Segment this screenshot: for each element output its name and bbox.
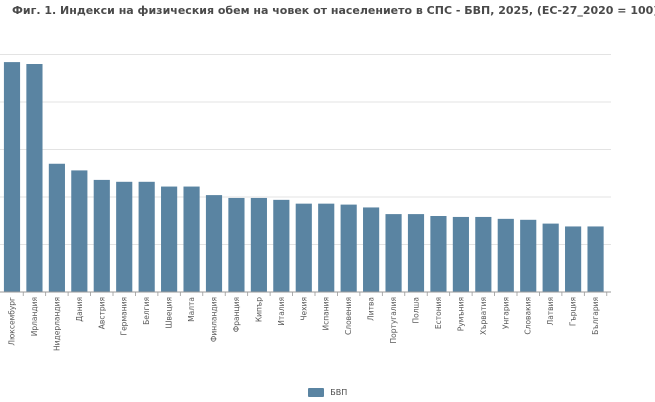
bar-21[interactable] bbox=[452, 216, 469, 292]
x-tick-label: Германия bbox=[120, 297, 129, 336]
bar-12[interactable] bbox=[250, 197, 267, 292]
bar-14[interactable] bbox=[295, 203, 312, 292]
bar-11[interactable] bbox=[228, 197, 245, 292]
x-tick-label: Франция bbox=[232, 297, 241, 332]
x-tick-label: Румъния bbox=[456, 297, 465, 331]
x-tick-label: Белгия bbox=[142, 297, 151, 325]
bar-27[interactable] bbox=[587, 226, 604, 292]
x-tick-label: Ирландия bbox=[30, 297, 39, 336]
x-tick-label: Португалия bbox=[389, 297, 398, 344]
x-tick-label: Хърватия bbox=[479, 297, 488, 335]
bar-4[interactable] bbox=[71, 170, 88, 292]
bar-2[interactable] bbox=[26, 64, 43, 292]
bar-5[interactable] bbox=[93, 179, 110, 292]
bar-16[interactable] bbox=[340, 204, 357, 292]
bar-17[interactable] bbox=[363, 207, 380, 292]
bar-6[interactable] bbox=[116, 181, 133, 292]
x-tick-label: Италия bbox=[277, 297, 286, 326]
bar-20[interactable] bbox=[430, 216, 447, 292]
x-tick-label: Дания bbox=[75, 297, 84, 322]
x-tick-label: Чехия bbox=[299, 297, 308, 321]
bar-15[interactable] bbox=[318, 203, 335, 292]
x-tick-label: Естония bbox=[434, 297, 443, 329]
x-tick-label: Полша bbox=[412, 297, 421, 323]
x-tick-label: Швеция bbox=[165, 297, 174, 329]
bar-25[interactable] bbox=[542, 223, 559, 292]
bar-13[interactable] bbox=[273, 199, 290, 292]
x-tick-label: Кипър bbox=[254, 297, 263, 322]
chart-title: Фиг. 1. Индекси на физическия обем на чо… bbox=[12, 4, 655, 17]
bar-8[interactable] bbox=[161, 186, 178, 292]
bar-19[interactable] bbox=[407, 214, 425, 292]
bar-18[interactable] bbox=[385, 214, 402, 292]
bar-7[interactable] bbox=[138, 181, 155, 292]
x-axis bbox=[0, 291, 611, 296]
x-tick-label: Унгария bbox=[501, 297, 510, 329]
legend[interactable]: БВП bbox=[0, 388, 655, 397]
bar-23[interactable] bbox=[497, 218, 514, 292]
bar-24[interactable] bbox=[520, 219, 537, 292]
bar-3[interactable] bbox=[48, 163, 65, 292]
bars bbox=[3, 62, 604, 292]
bar-1[interactable] bbox=[3, 62, 21, 292]
bar-10[interactable] bbox=[205, 195, 223, 292]
x-tick-label: Нидерландия bbox=[52, 297, 61, 351]
x-tick-label: Словакия bbox=[524, 297, 533, 335]
x-tick-label: Испания bbox=[322, 297, 331, 331]
x-tick-label: Гърция bbox=[569, 297, 578, 326]
bar-9[interactable] bbox=[183, 186, 200, 292]
bar-22[interactable] bbox=[475, 216, 492, 292]
category-labels: Люксембург Ирландия Нидерландия Дания Австри… bbox=[8, 297, 601, 351]
x-tick-label: Латвия bbox=[546, 297, 555, 325]
x-tick-label: България bbox=[591, 297, 600, 335]
x-tick-label: Финландия bbox=[210, 297, 219, 342]
x-tick-label: Литва bbox=[367, 297, 376, 321]
x-tick-label: Люксембург bbox=[8, 297, 17, 346]
legend-swatch bbox=[307, 388, 324, 397]
x-tick-label: Словения bbox=[344, 297, 353, 335]
x-tick-label: Австрия bbox=[97, 297, 106, 329]
bar-26[interactable] bbox=[565, 226, 582, 292]
x-tick-label: Малта bbox=[187, 297, 196, 322]
legend-label: БВП bbox=[330, 388, 348, 397]
